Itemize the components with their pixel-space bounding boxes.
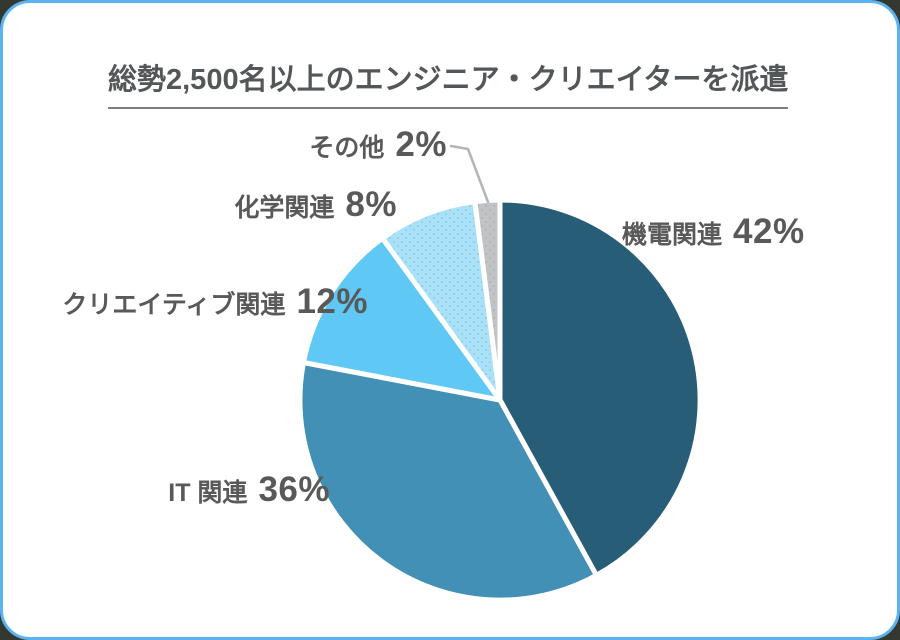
slice-label-it-kanren: IT 関連 36% [168, 470, 330, 510]
slice-name-kiden: 機電関連 [622, 221, 723, 249]
slice-percent-it: 36% [258, 470, 330, 509]
slice-label-creative-kanren: クリエイティブ関連 12% [62, 282, 368, 322]
leader-line-other-slice [449, 144, 490, 204]
slice-label-kagaku-kanren: 化学関連 8% [234, 185, 397, 225]
slice-name-it: IT 関連 [168, 479, 248, 507]
pie-slice-0 [497, 197, 703, 578]
chart-title: 総勢2,500名以上のエンジニア・クリエイターを派遣 [108, 56, 789, 109]
pie-slice-1 [297, 360, 599, 603]
slice-name-sonota: その他 [309, 134, 385, 162]
slice-percent-kagaku: 8% [345, 185, 397, 224]
slice-label-kiden-kanren: 機電関連 42% [622, 212, 805, 252]
slice-name-kagaku: 化学関連 [234, 194, 335, 222]
pie-slice-2 [301, 235, 503, 403]
slice-percent-kiden: 42% [733, 212, 805, 251]
pie-slices-group [297, 197, 703, 603]
slice-name-creative: クリエイティブ関連 [62, 291, 286, 319]
slice-label-sonota: その他 2% [309, 125, 447, 165]
slice-percent-creative: 12% [296, 282, 368, 321]
slice-percent-sonota: 2% [395, 125, 447, 164]
